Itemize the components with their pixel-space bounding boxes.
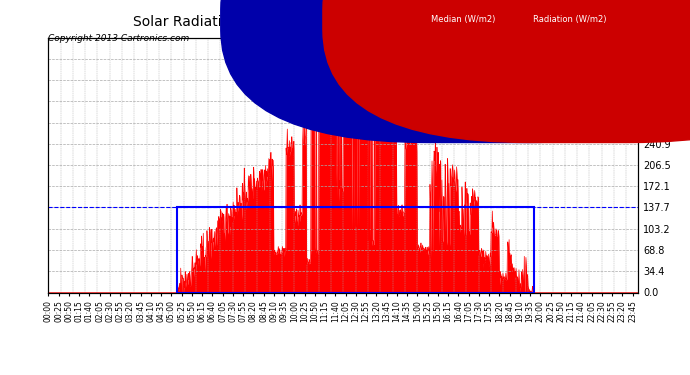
Text: Median (W/m2): Median (W/m2)	[431, 15, 495, 24]
Bar	[177, 207, 534, 292]
Text: Solar Radiation & Day Average per Minute (Today) 20130703: Solar Radiation & Day Average per Minute…	[133, 15, 557, 29]
Text: Radiation (W/m2): Radiation (W/m2)	[533, 15, 607, 24]
Text: Copyright 2013 Cartronics.com: Copyright 2013 Cartronics.com	[48, 34, 190, 43]
